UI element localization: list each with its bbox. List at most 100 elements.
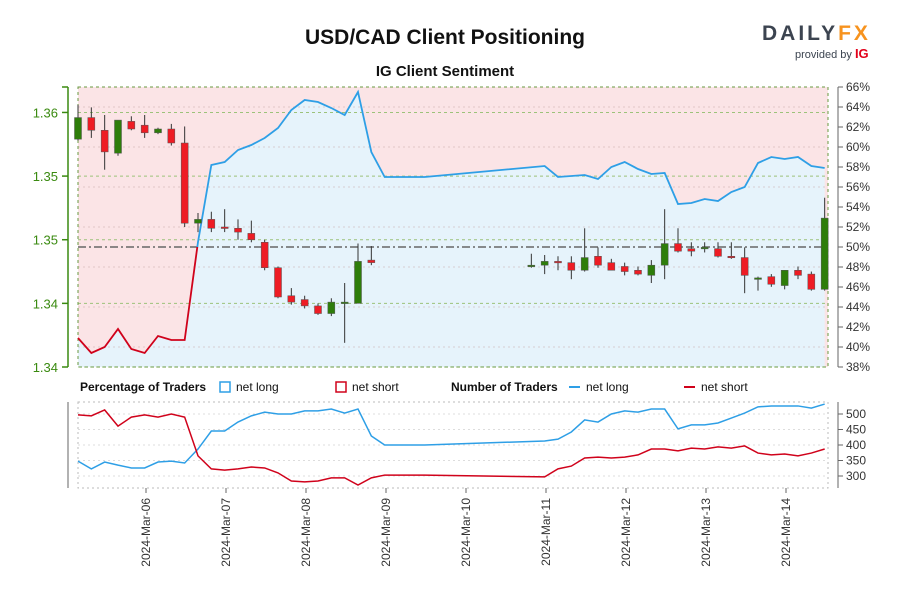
legend-pct-long: net long bbox=[236, 380, 279, 394]
pct-tick-label: 42% bbox=[846, 320, 870, 334]
bearish-candle bbox=[687, 248, 696, 252]
bearish-candle bbox=[634, 270, 642, 275]
bearish-candle bbox=[607, 262, 616, 271]
legend-pct-title: Percentage of Traders bbox=[80, 380, 206, 394]
price-tick-label: 1.35 bbox=[33, 169, 58, 184]
legend-num-long: net long bbox=[586, 380, 629, 394]
bearish-candle bbox=[674, 243, 682, 252]
bullish-candle bbox=[340, 301, 349, 304]
legend-pct-short: net short bbox=[352, 380, 399, 394]
bearish-candle bbox=[594, 256, 602, 266]
pct-tick-label: 38% bbox=[846, 360, 870, 374]
pct-tick-label: 48% bbox=[846, 260, 870, 274]
traders-tick-label: 500 bbox=[846, 407, 866, 421]
bearish-candle bbox=[807, 273, 816, 290]
bearish-candle bbox=[727, 256, 736, 259]
pct-tick-label: 50% bbox=[846, 240, 870, 254]
bearish-candle bbox=[100, 130, 109, 153]
bearish-candle bbox=[247, 233, 256, 240]
date-tick-label: 2024-Mar-12 bbox=[619, 498, 633, 567]
bullish-candle bbox=[154, 128, 162, 134]
bullish-candle bbox=[780, 270, 789, 286]
traders-plot-border bbox=[77, 401, 829, 489]
price-tick-label: 1.34 bbox=[33, 296, 58, 311]
bearish-candle bbox=[767, 276, 776, 285]
date-tick-label: 2024-Mar-09 bbox=[379, 498, 393, 567]
price-tick-label: 1.34 bbox=[33, 360, 58, 375]
date-tick-label: 2024-Mar-10 bbox=[459, 498, 473, 567]
bullish-candle bbox=[754, 277, 762, 280]
chart-title: USD/CAD Client Positioning bbox=[305, 26, 585, 49]
bullish-candle bbox=[700, 247, 709, 250]
bullish-candle bbox=[660, 243, 669, 266]
date-tick-label: 2024-Mar-06 bbox=[139, 498, 153, 567]
bullish-candle bbox=[527, 264, 536, 267]
net-long-count-line bbox=[77, 403, 825, 470]
bullish-candle bbox=[194, 219, 202, 224]
price-tick-label: 1.35 bbox=[33, 233, 58, 248]
bearish-candle bbox=[567, 262, 576, 271]
traders-tick-label: 450 bbox=[846, 423, 866, 437]
bearish-candle bbox=[234, 228, 242, 233]
traders-tick-label: 400 bbox=[846, 438, 866, 452]
bearish-candle bbox=[87, 117, 96, 131]
bearish-candle bbox=[260, 242, 269, 268]
bearish-candle bbox=[274, 267, 282, 298]
pct-tick-label: 56% bbox=[846, 180, 870, 194]
bearish-candle bbox=[180, 142, 189, 224]
bearish-candle bbox=[367, 259, 376, 263]
pct-tick-label: 58% bbox=[846, 160, 870, 174]
pct-tick-label: 44% bbox=[846, 300, 870, 314]
chart-subtitle: IG Client Sentiment bbox=[375, 63, 515, 80]
date-tick-label: 2024-Mar-14 bbox=[779, 498, 793, 567]
pct-tick-label: 60% bbox=[846, 140, 870, 154]
bearish-candle bbox=[220, 226, 229, 229]
pct-tick-label: 54% bbox=[846, 200, 870, 214]
pct-tick-label: 52% bbox=[846, 220, 870, 234]
bearish-candle bbox=[740, 257, 749, 276]
net-long-pct-line bbox=[196, 89, 825, 247]
date-tick-label: 2024-Mar-07 bbox=[219, 498, 233, 567]
legend-pct-long-swatch bbox=[219, 381, 231, 393]
bullish-candle bbox=[354, 261, 362, 304]
bullish-candle bbox=[540, 261, 549, 266]
long-sentiment-fill bbox=[78, 92, 828, 367]
provided-by-ig: provided by IG bbox=[795, 46, 869, 61]
bearish-candle bbox=[167, 128, 176, 144]
date-tick-label: 2024-Mar-11 bbox=[539, 498, 553, 566]
date-tick-label: 2024-Mar-13 bbox=[699, 498, 713, 567]
bullish-candle bbox=[820, 217, 829, 290]
pct-tick-label: 46% bbox=[846, 280, 870, 294]
bullish-candle bbox=[74, 117, 82, 140]
legend-num-short: net short bbox=[701, 380, 748, 394]
bearish-candle bbox=[300, 299, 309, 307]
bearish-candle bbox=[620, 266, 629, 272]
bearish-candle bbox=[207, 219, 216, 229]
bearish-candle bbox=[794, 270, 802, 276]
dailyfx-logo: DAILYFX bbox=[762, 22, 871, 45]
bullish-candle bbox=[327, 301, 336, 314]
bearish-candle bbox=[714, 248, 722, 257]
pct-tick-label: 66% bbox=[846, 80, 870, 94]
bearish-candle bbox=[140, 124, 149, 134]
bearish-candle bbox=[314, 305, 322, 314]
bearish-candle bbox=[554, 261, 562, 264]
pct-tick-label: 62% bbox=[846, 120, 870, 134]
price-tick-label: 1.36 bbox=[33, 105, 58, 120]
date-tick-label: 2024-Mar-08 bbox=[299, 498, 313, 567]
bullish-candle bbox=[647, 264, 656, 276]
net-long-pct-line-below-50 bbox=[77, 247, 199, 355]
bullish-candle bbox=[580, 257, 589, 271]
bearish-candle bbox=[287, 295, 296, 303]
pct-tick-label: 64% bbox=[846, 100, 870, 114]
legend-pct-short-swatch bbox=[335, 381, 347, 393]
bearish-candle bbox=[127, 121, 136, 130]
bullish-candle bbox=[114, 119, 122, 154]
legend-num-title: Number of Traders bbox=[451, 380, 558, 394]
traders-tick-label: 300 bbox=[846, 469, 866, 483]
traders-tick-label: 350 bbox=[846, 454, 866, 468]
net-short-count-line bbox=[77, 409, 825, 486]
pct-tick-label: 40% bbox=[846, 340, 870, 354]
